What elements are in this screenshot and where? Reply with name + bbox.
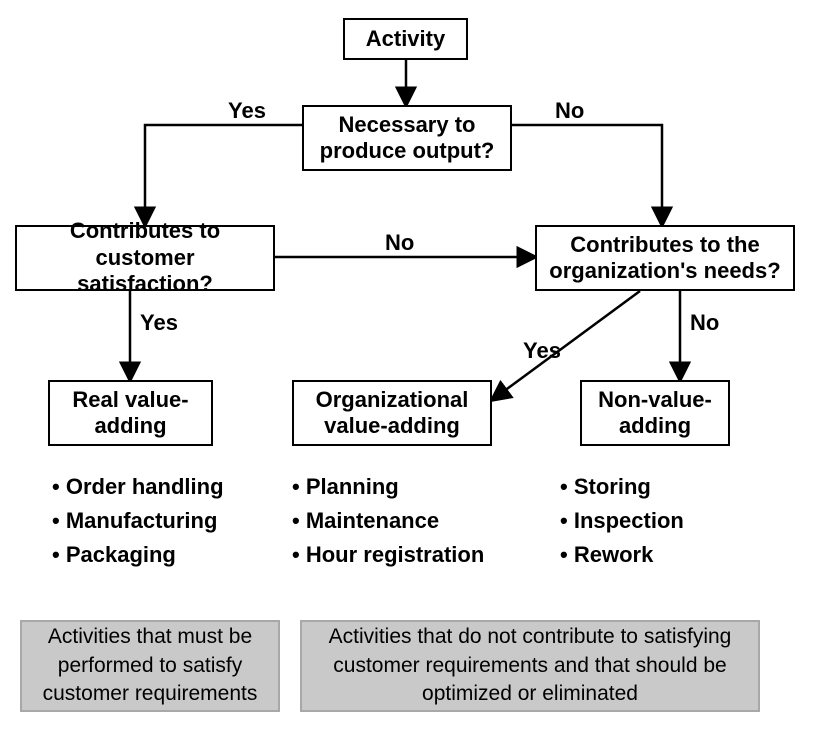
bullet-item: Rework: [560, 538, 684, 572]
edge-2: [512, 125, 662, 225]
bullet-item: Maintenance: [292, 504, 484, 538]
node-necessary-text: Necessary toproduce output?: [320, 112, 495, 165]
bullet-item: Packaging: [52, 538, 224, 572]
edge-label-yes-4: Yes: [140, 310, 178, 336]
flowchart-canvas: Activity Necessary toproduce output? Con…: [0, 0, 813, 735]
bullet-item: Storing: [560, 470, 684, 504]
node-real-va-text: Real value-adding: [72, 387, 188, 440]
footer-left-text: Activities that must be performed to sat…: [36, 623, 264, 708]
node-real-value-adding: Real value-adding: [48, 380, 213, 446]
bullet-item: Inspection: [560, 504, 684, 538]
node-activity-text: Activity: [366, 26, 445, 52]
footer-left: Activities that must be performed to sat…: [20, 620, 280, 712]
node-customer-satisfaction: Contributes tocustomer satisfaction?: [15, 225, 275, 291]
edge-label-no-3: No: [385, 230, 414, 256]
node-cust-sat-text: Contributes tocustomer satisfaction?: [27, 218, 263, 297]
node-organizational-value-adding: Organizationalvalue-adding: [292, 380, 492, 446]
edge-label-no-6: No: [690, 310, 719, 336]
node-necessary: Necessary toproduce output?: [302, 105, 512, 171]
node-activity: Activity: [343, 18, 468, 60]
node-non-va-text: Non-value-adding: [598, 387, 712, 440]
bullets-real-value-adding: Order handlingManufacturingPackaging: [52, 470, 224, 572]
node-org-va-text: Organizationalvalue-adding: [316, 387, 469, 440]
footer-right-text: Activities that do not contribute to sat…: [316, 623, 744, 708]
bullet-item: Hour registration: [292, 538, 484, 572]
bullet-item: Manufacturing: [52, 504, 224, 538]
node-non-value-adding: Non-value-adding: [580, 380, 730, 446]
bullets-organizational-value-adding: PlanningMaintenanceHour registration: [292, 470, 484, 572]
edge-label-yes-5: Yes: [523, 338, 561, 364]
edge-1: [145, 125, 302, 225]
edge-label-no-2: No: [555, 98, 584, 124]
edge-label-yes-1: Yes: [228, 98, 266, 124]
node-org-needs-text: Contributes to theorganization's needs?: [549, 232, 780, 285]
bullet-item: Order handling: [52, 470, 224, 504]
footer-right: Activities that do not contribute to sat…: [300, 620, 760, 712]
node-organization-needs: Contributes to theorganization's needs?: [535, 225, 795, 291]
bullet-item: Planning: [292, 470, 484, 504]
bullets-non-value-adding: StoringInspectionRework: [560, 470, 684, 572]
